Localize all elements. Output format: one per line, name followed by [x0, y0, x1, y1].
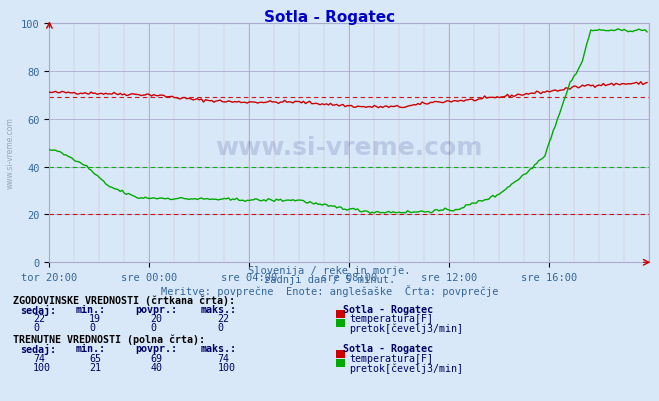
- Text: 74: 74: [217, 353, 229, 363]
- Text: povpr.:: povpr.:: [135, 304, 177, 314]
- Text: 74: 74: [33, 353, 45, 363]
- Text: sedaj:: sedaj:: [20, 343, 56, 354]
- Text: temperatura[F]: temperatura[F]: [349, 353, 433, 363]
- Text: 0: 0: [150, 322, 156, 332]
- Text: maks.:: maks.:: [201, 304, 237, 314]
- Text: 22: 22: [33, 314, 45, 324]
- Text: 0: 0: [89, 322, 95, 332]
- Text: Sotla - Rogatec: Sotla - Rogatec: [343, 304, 433, 314]
- Text: 20: 20: [150, 314, 162, 324]
- Text: www.si-vreme.com: www.si-vreme.com: [215, 136, 483, 160]
- Text: sedaj:: sedaj:: [20, 304, 56, 315]
- Text: povpr.:: povpr.:: [135, 343, 177, 353]
- Text: TRENUTNE VREDNOSTI (polna črta):: TRENUTNE VREDNOSTI (polna črta):: [13, 334, 205, 344]
- Text: 100: 100: [33, 362, 51, 372]
- Text: Sotla - Rogatec: Sotla - Rogatec: [264, 10, 395, 25]
- Text: pretok[čevelj3/min]: pretok[čevelj3/min]: [349, 362, 463, 373]
- Text: 69: 69: [150, 353, 162, 363]
- Text: maks.:: maks.:: [201, 343, 237, 353]
- Text: zadnji dan / 5 minut.: zadnji dan / 5 minut.: [264, 275, 395, 285]
- Text: Sotla - Rogatec: Sotla - Rogatec: [343, 343, 433, 353]
- Text: 19: 19: [89, 314, 101, 324]
- Text: 100: 100: [217, 362, 235, 372]
- Text: min.:: min.:: [76, 304, 106, 314]
- Text: 65: 65: [89, 353, 101, 363]
- Text: 0: 0: [33, 322, 39, 332]
- Text: temperatura[F]: temperatura[F]: [349, 314, 433, 324]
- Text: 0: 0: [217, 322, 223, 332]
- Text: Slovenija / reke in morje.: Slovenija / reke in morje.: [248, 265, 411, 275]
- Text: Meritve: povprečne  Enote: anglešaške  Črta: povprečje: Meritve: povprečne Enote: anglešaške Črt…: [161, 284, 498, 296]
- Text: ZGODOVINSKE VREDNOSTI (črtkana črta):: ZGODOVINSKE VREDNOSTI (črtkana črta):: [13, 295, 235, 305]
- Text: pretok[čevelj3/min]: pretok[čevelj3/min]: [349, 322, 463, 333]
- Text: 40: 40: [150, 362, 162, 372]
- Text: 22: 22: [217, 314, 229, 324]
- Text: min.:: min.:: [76, 343, 106, 353]
- Text: www.si-vreme.com: www.si-vreme.com: [5, 117, 14, 188]
- Text: 21: 21: [89, 362, 101, 372]
